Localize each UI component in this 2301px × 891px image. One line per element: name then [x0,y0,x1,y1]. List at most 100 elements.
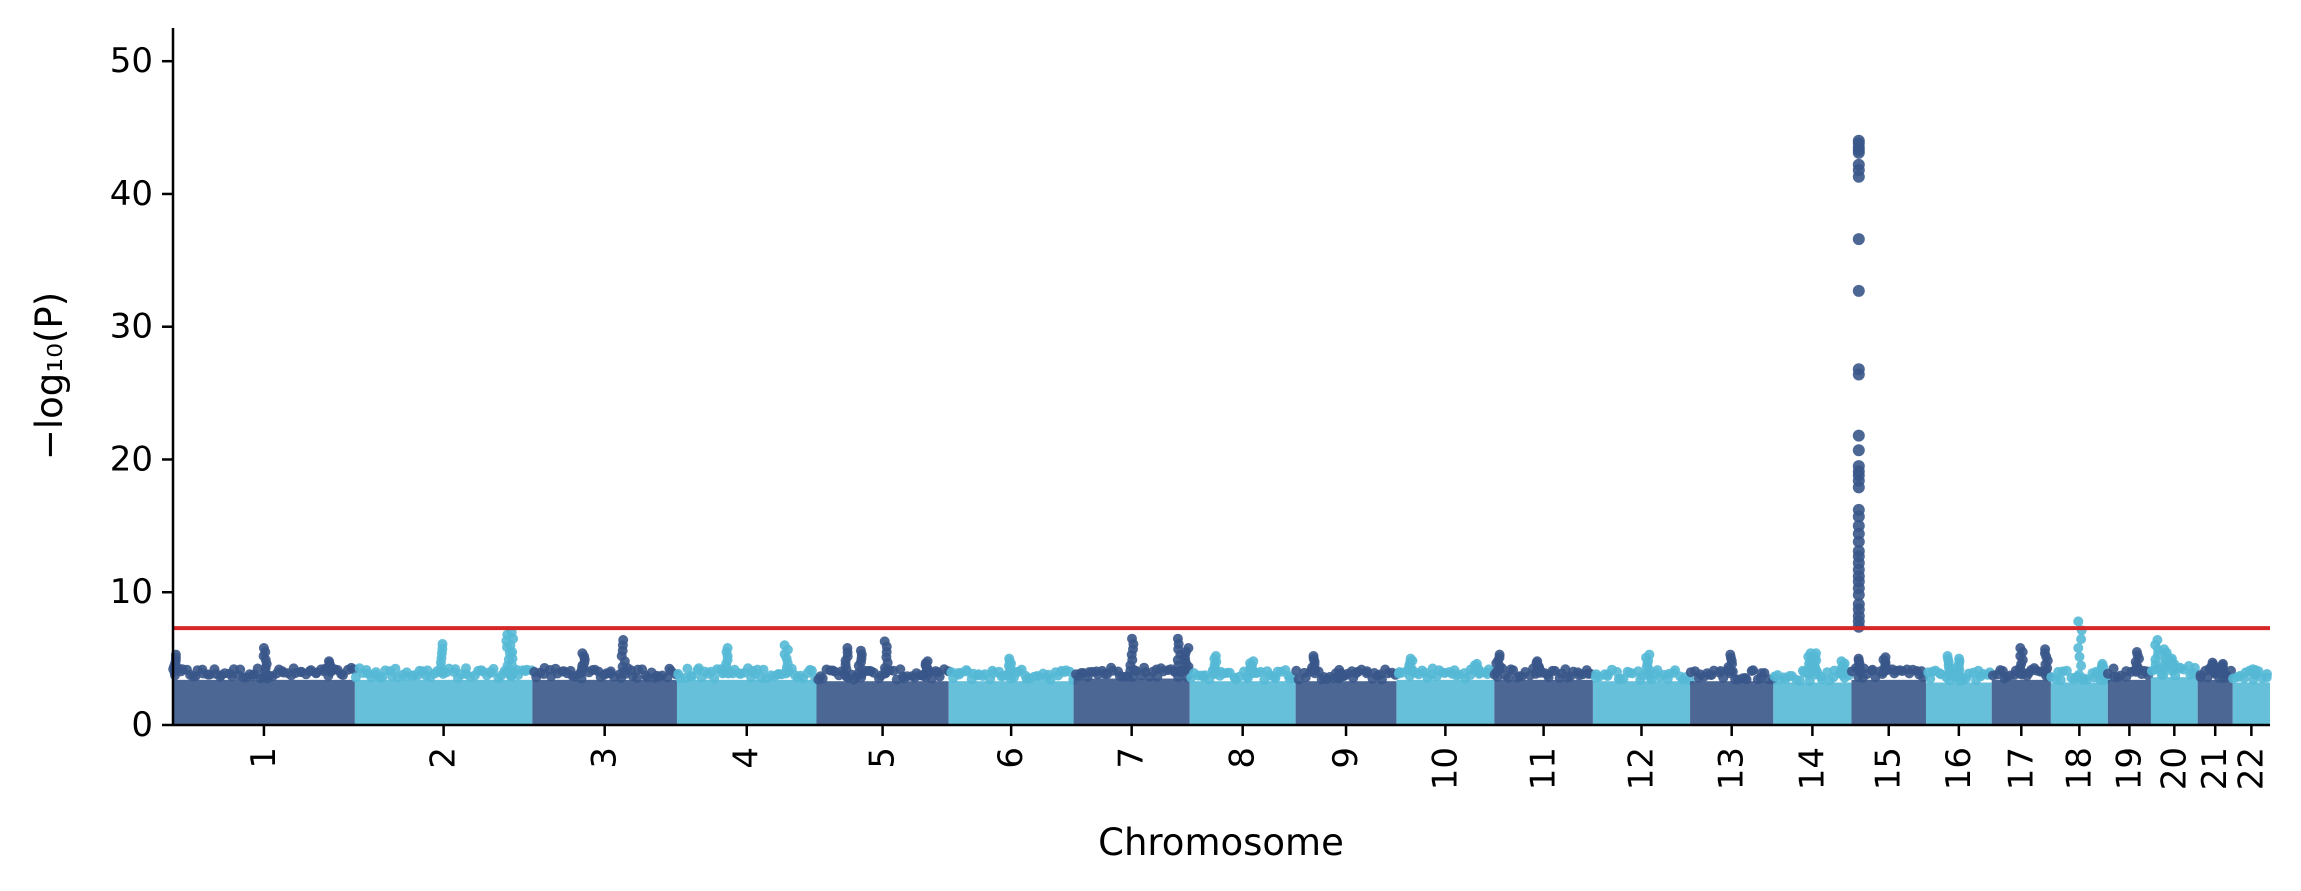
chromosome-22-points [2228,664,2272,725]
significant-snp-point [1852,284,1865,297]
x-tick-label: 7 [1112,747,1152,769]
snp-point [2189,662,2200,673]
snp-point [1817,674,1827,685]
chromosome-10-points [1393,653,1498,725]
snp-point [2247,664,2258,675]
chromosome-20-dense-points [2150,677,2198,725]
chromosome-13-points [1685,649,1779,725]
snp-point [2040,644,2051,655]
snp-point [1045,674,1056,685]
snp-point [709,673,720,684]
chromosome-19-points [2102,647,2154,725]
chromosome-6-points [946,653,1079,725]
x-tick-label: 5 [863,747,903,769]
chromosome-17-points [1987,643,2054,725]
x-tick-label: 14 [1792,747,1832,790]
snp-point [2061,665,2072,676]
significant-snp-point [1852,429,1865,442]
x-tick-label: 22 [2231,747,2271,790]
chromosome-5-points [813,636,954,725]
snp-point [1248,656,1259,667]
snp-point [632,672,642,683]
snp-point [879,636,890,647]
chromosome-4-points [673,640,821,725]
snp-point [1471,658,1482,669]
snp-point [1508,665,1519,676]
y-axis-title: −log₁₀(P) [28,292,71,460]
chromosome-6-dense-points [948,681,1074,725]
snp-point [2262,669,2272,679]
snp-point [324,656,334,667]
chromosome-1-points [168,643,359,725]
x-tick-label: 15 [1869,747,1909,790]
chromosome-5-dense-points [816,681,949,725]
y-tick-label: 10 [110,572,153,612]
snp-point [2152,635,2163,645]
snp-points [168,134,2272,725]
snp-point [1794,675,1805,686]
significant-snp-point [1852,368,1865,381]
snp-point [2074,651,2085,662]
chromosome-9-points [1291,651,1401,725]
chromosome-9-dense-points [1295,681,1397,725]
x-tick-label: 6 [991,747,1031,769]
snp-point [2073,616,2084,627]
snp-point [1725,649,1736,660]
chromosome-12-dense-points [1592,681,1691,725]
x-tick-label: 9 [1326,747,1366,769]
chromosome-19-dense-points [2107,679,2151,725]
chromosome-13-dense-points [1690,681,1774,725]
snp-point [1333,673,1344,684]
snp-point [2166,653,2177,664]
snp-point [1867,664,1878,675]
y-tick-label: 50 [110,41,153,81]
snp-point [2108,663,2119,674]
snp-point [488,663,499,674]
chromosome-1-dense-points [173,679,355,725]
snp-point [1644,649,1655,660]
significant-snp-point [1852,170,1865,183]
chromosome-4-dense-points [676,679,817,725]
snp-point [758,664,769,675]
chromosome-11-dense-points [1494,679,1593,725]
x-tick-label: 16 [1939,747,1979,790]
x-tick-label: 2 [424,747,464,769]
snp-point [390,663,401,674]
snp-point [922,656,933,667]
x-tick-label: 1 [244,747,284,769]
x-tick-label: 20 [2154,747,2194,790]
snp-point [2217,658,2228,669]
snp-point [2097,658,2108,669]
significant-snp-point [1852,444,1865,457]
chromosome-15-points [1846,134,1928,725]
snp-point [2226,665,2236,676]
x-tick-label: 3 [585,747,625,769]
snp-point [1494,649,1505,660]
snp-point [682,663,693,674]
chromosome-12-points [1590,649,1695,725]
chromosome-8-dense-points [1189,681,1296,725]
snp-point [2055,675,2066,685]
chromosome-2-points [350,627,537,725]
snp-point [1880,652,1891,663]
chromosome-21-dense-points [2197,679,2233,725]
x-tick-label: 11 [1524,747,1564,790]
snp-point [1376,674,1387,685]
x-axis-title: Chromosome [1098,821,1344,864]
chromosome-16-points [1923,651,1995,725]
x-tick-label: 8 [1223,747,1263,769]
snp-point [618,635,629,645]
snp-point [1405,653,1416,664]
significant-snp-point [1852,481,1865,494]
snp-point [235,664,246,675]
y-tick-label: 20 [110,439,153,479]
chromosome-10-dense-points [1396,679,1495,725]
chromosome-7-points [1071,633,1194,725]
snp-point [1127,633,1137,644]
chromosome-20-points [2146,635,2200,725]
snp-point [1004,653,1015,664]
significant-snp-point [1852,588,1865,601]
snp-point [722,643,733,653]
snp-point [1811,648,1821,659]
